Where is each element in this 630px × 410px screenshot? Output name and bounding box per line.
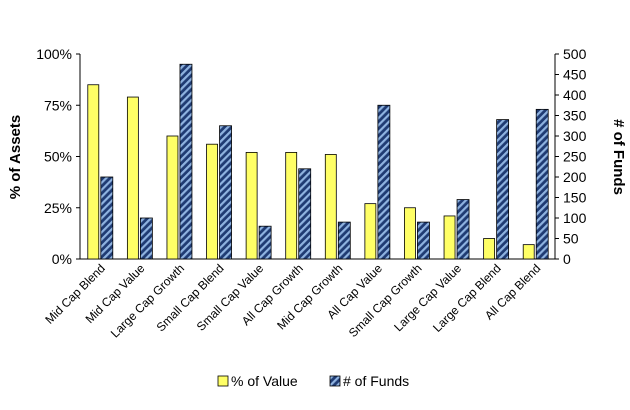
- y2-tick-label: 50: [563, 231, 579, 247]
- bar-value-3: [206, 143, 218, 260]
- x-tick-label: Small Cap Value: [194, 261, 267, 334]
- y2-tick-label: 500: [563, 46, 587, 62]
- y2-axis-title: # of Funds: [610, 119, 627, 195]
- y2-tick-label: 450: [563, 67, 587, 83]
- y-tick-label: 0%: [52, 251, 72, 267]
- bar-funds-1: [139, 217, 153, 260]
- legend-swatch-value: [217, 375, 229, 387]
- y2-tick-label: 0: [563, 251, 571, 267]
- bar-value-9: [443, 215, 456, 260]
- bar-value-6: [324, 154, 337, 260]
- y2-tick-label: 200: [563, 169, 587, 185]
- bar-value-2: [166, 135, 179, 260]
- y-tick-label: 100%: [36, 46, 72, 62]
- bar-value-4: [245, 151, 258, 260]
- bar-value-5: [285, 151, 298, 260]
- x-tick-label: Small Cap Growth: [346, 261, 425, 340]
- bar-funds-6: [337, 221, 351, 260]
- bar-funds-3: [219, 125, 232, 260]
- y-axis-title: % of Assets: [7, 115, 24, 199]
- bar-value-1: [126, 96, 139, 260]
- bar-value-0: [87, 84, 100, 260]
- bar-value-11: [522, 244, 535, 260]
- x-tick-label: Small Cap Blend: [154, 261, 227, 334]
- bar-value-7: [364, 203, 377, 260]
- y2-tick-label: 100: [563, 210, 587, 226]
- bar-value-10: [483, 238, 496, 260]
- y-tick-label: 25%: [44, 200, 72, 216]
- legend-swatch-funds: [329, 375, 341, 387]
- legend-label-funds: # of Funds: [343, 373, 409, 389]
- bar-funds-2: [179, 63, 193, 260]
- y-tick-label: 75%: [44, 97, 72, 113]
- bar-funds-0: [100, 176, 114, 260]
- bar-funds-9: [456, 199, 470, 260]
- y2-tick-label: 350: [563, 108, 587, 124]
- bar-funds-7: [377, 104, 391, 260]
- y2-tick-label: 300: [563, 128, 587, 144]
- bar-funds-8: [417, 221, 430, 260]
- legend-label-value: % of Value: [231, 373, 298, 389]
- y2-tick-label: 400: [563, 87, 587, 103]
- bar-funds-4: [258, 225, 272, 260]
- y2-tick-label: 150: [563, 190, 587, 206]
- y-tick-label: 50%: [44, 149, 72, 165]
- x-tick-label: Large Cap Value: [391, 261, 464, 334]
- legend: % of Value # of Funds: [217, 373, 409, 389]
- bar-funds-10: [496, 119, 510, 260]
- x-tick-label: Large Cap Blend: [430, 261, 504, 335]
- bar-value-8: [404, 207, 416, 260]
- bar-funds-5: [298, 168, 312, 260]
- bar-funds-11: [535, 108, 549, 260]
- x-tick-label: Large Cap Growth: [108, 261, 187, 340]
- y2-tick-label: 250: [563, 149, 587, 165]
